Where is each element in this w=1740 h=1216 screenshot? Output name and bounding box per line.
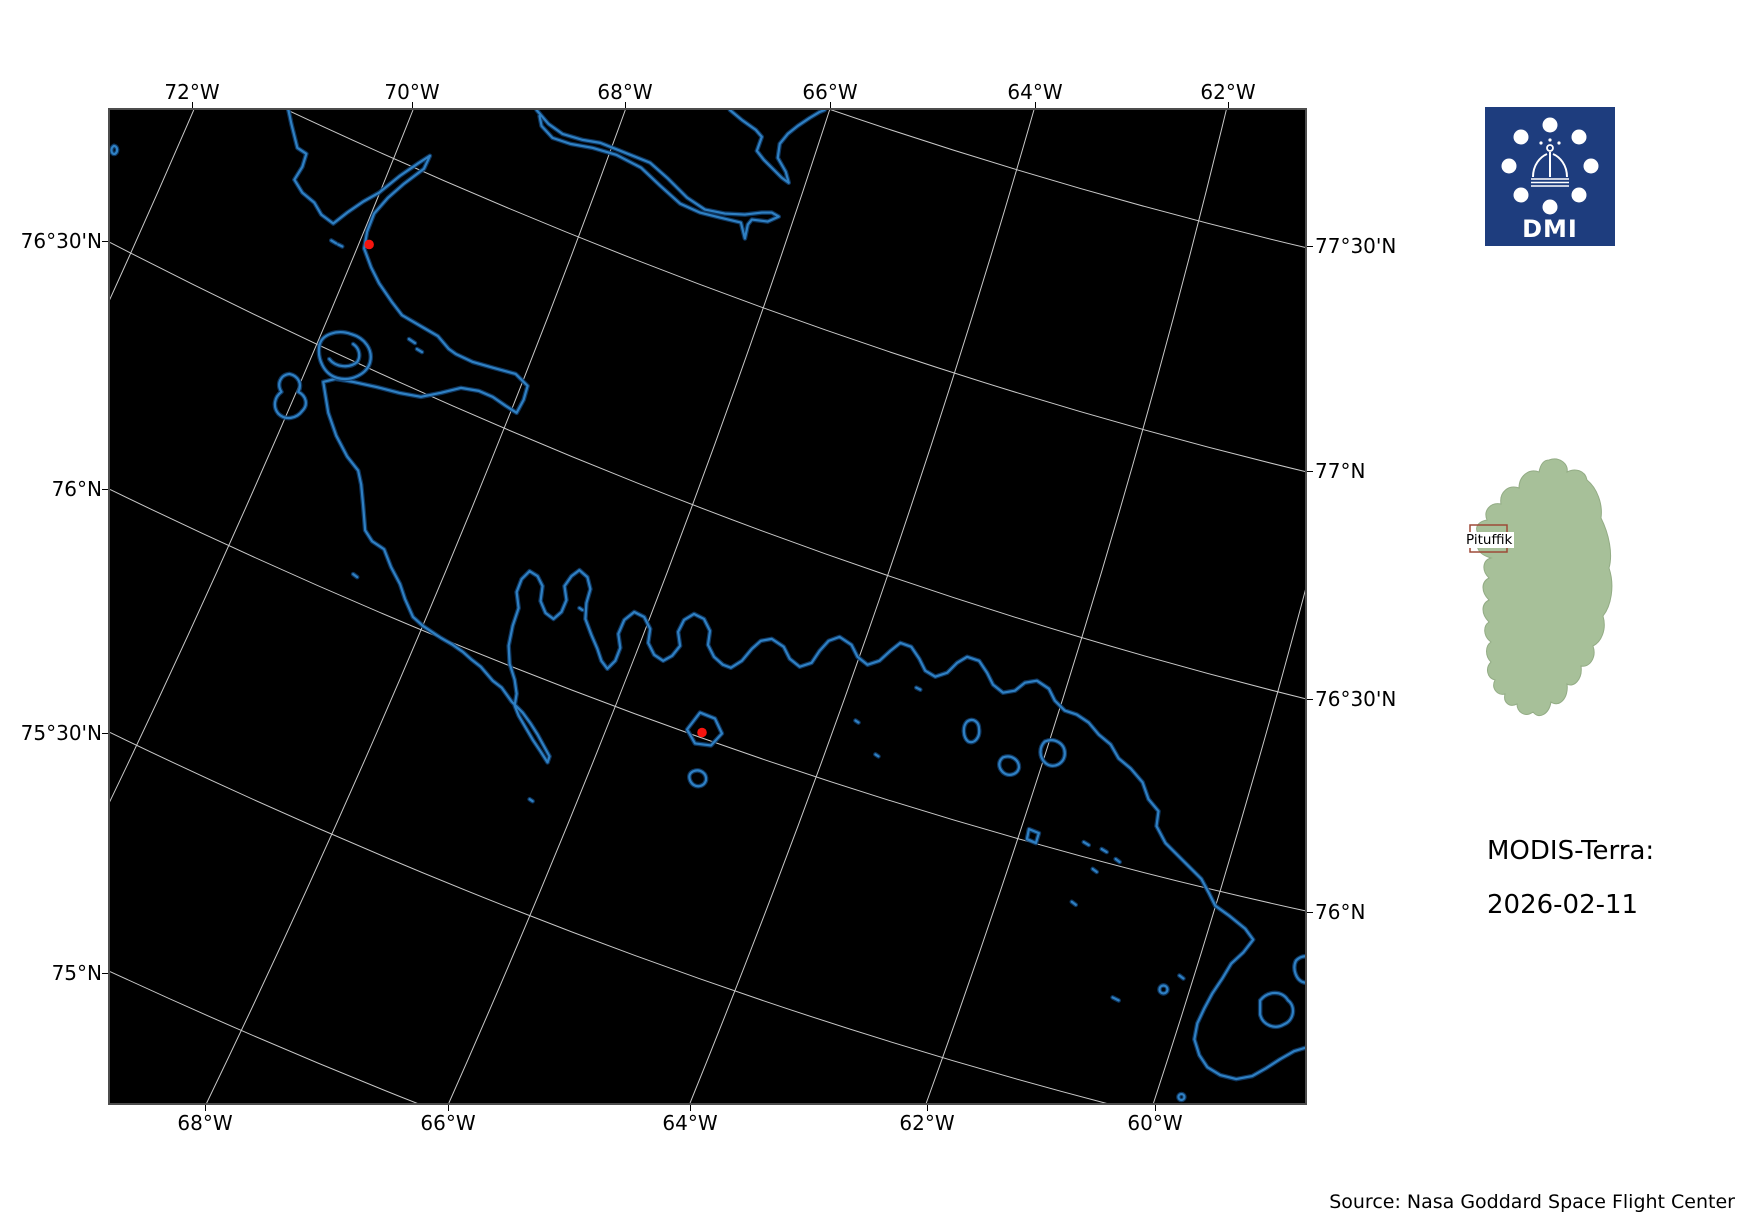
graticule-parallel [830, 110, 1305, 248]
source-credit: Source: Nasa Goddard Space Flight Center [1329, 1191, 1735, 1213]
graticule-meridian [206, 110, 626, 1103]
coastline-path [688, 769, 708, 788]
axis-label-left: 76°30'N [20, 229, 102, 253]
tick-bottom [204, 1105, 206, 1111]
axis-label-bottom: 60°W [1127, 1111, 1183, 1135]
graticule-meridian [110, 110, 195, 301]
tick-top [829, 102, 831, 108]
dmi-logo: DMI [1485, 107, 1615, 246]
tick-left [102, 488, 108, 490]
pituffik-label: Pituffik [1464, 532, 1515, 548]
graticule-meridian [448, 110, 831, 1103]
greenland-inset [1463, 458, 1623, 733]
product-date: 2026-02-11 [1487, 890, 1639, 920]
tick-left [102, 972, 108, 974]
coastline-path [1259, 991, 1295, 1028]
tick-right [1307, 698, 1313, 700]
graticule-parallel [110, 971, 418, 1103]
axis-label-top: 62°W [1200, 80, 1256, 104]
axis-label-top: 72°W [164, 80, 220, 104]
tick-left [102, 732, 108, 734]
graticule-parallel [110, 489, 1305, 912]
tick-top [1034, 102, 1036, 108]
axis-label-top: 64°W [1007, 80, 1063, 104]
tick-right [1307, 911, 1313, 913]
station-marker [697, 727, 707, 738]
graticule-meridian [1153, 589, 1305, 1103]
coastline-path [1293, 955, 1305, 984]
axis-label-bottom: 62°W [899, 1111, 955, 1135]
axis-label-bottom: 66°W [420, 1111, 476, 1135]
graticule-parallel [286, 110, 1305, 473]
graticule-meridian [110, 110, 414, 803]
coastline-glow [534, 110, 782, 241]
coastline-path [110, 144, 1186, 1102]
axis-label-left: 75°30'N [20, 721, 102, 745]
inset-svg [1469, 458, 1613, 717]
crown-icon [1531, 138, 1569, 187]
axis-label-right: 77°30'N [1315, 234, 1397, 258]
tick-top [624, 102, 626, 108]
graticule-parallel [110, 732, 1107, 1103]
tick-top [411, 102, 413, 108]
satellite-map [108, 108, 1307, 1105]
coastline-path [685, 711, 724, 747]
tick-bottom [689, 1105, 691, 1111]
coastline-glow [286, 110, 1305, 1082]
tick-top [191, 102, 193, 108]
dmi-logo-icon: DMI [1485, 107, 1615, 246]
coastline-path [728, 110, 826, 184]
coastline-path [273, 372, 307, 420]
station-marker [364, 239, 374, 250]
axis-label-right: 76°N [1315, 900, 1366, 924]
greenland-silhouette [1476, 458, 1613, 717]
tick-bottom [926, 1105, 928, 1111]
product-title: MODIS-Terra: [1487, 836, 1655, 866]
axis-label-top: 70°W [384, 80, 440, 104]
axis-label-bottom: 64°W [662, 1111, 718, 1135]
tick-left [102, 240, 108, 242]
axis-label-top: 68°W [597, 80, 653, 104]
tick-bottom [447, 1105, 449, 1111]
tick-right [1307, 245, 1313, 247]
tick-bottom [1154, 1105, 1156, 1111]
axis-label-bottom: 68°W [177, 1111, 233, 1135]
axis-label-top: 66°W [802, 80, 858, 104]
dmi-logo-label: DMI [1522, 215, 1578, 243]
tick-top [1227, 102, 1229, 108]
axis-label-left: 75°N [51, 961, 102, 985]
graticule-meridian [925, 110, 1227, 1103]
coastline-path [287, 110, 1305, 1081]
axis-label-right: 76°30'N [1315, 687, 1397, 711]
graticule-meridian [689, 110, 1035, 1103]
coastline-path [535, 110, 780, 240]
logo-dots-icon [1501, 117, 1599, 215]
coastline-path [317, 331, 372, 380]
map-svg [110, 110, 1305, 1103]
tick-right [1307, 470, 1313, 472]
graticule-parallel [110, 242, 1305, 700]
axis-label-right: 77°N [1315, 459, 1366, 483]
axis-label-left: 76°N [51, 477, 102, 501]
